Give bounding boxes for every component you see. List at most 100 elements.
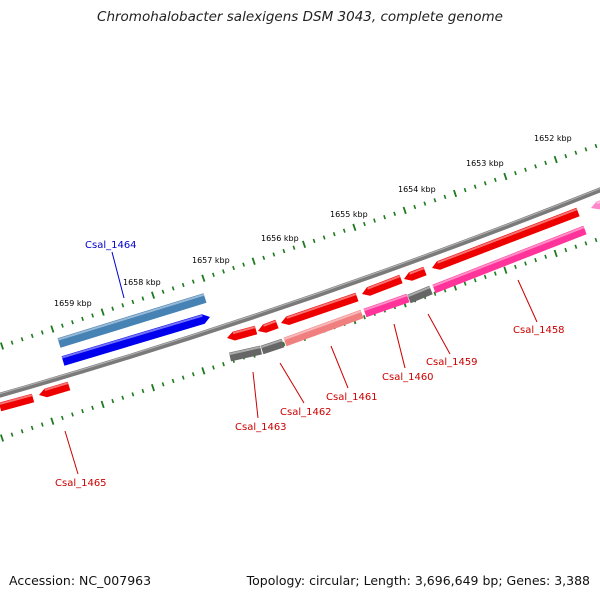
upper-tick (363, 221, 366, 227)
upper-tick (373, 218, 376, 223)
gene-label-csal-1459[interactable]: Csal_1459 (426, 357, 478, 368)
gene-label-csal-1462[interactable]: Csal_1462 (280, 407, 332, 418)
upper-tick (151, 291, 156, 299)
kbp-label-1657: 1657 kbp (192, 256, 230, 265)
gene-csal-1464-blue[interactable] (61, 314, 210, 366)
map-title: Chromohalobacter salexigens DSM 3043, co… (97, 9, 503, 25)
lower-tick (100, 400, 105, 409)
upper-tick (81, 316, 84, 322)
upper-tick (524, 167, 527, 172)
lower-tick (483, 274, 487, 280)
leader-csal-1461 (330, 345, 349, 389)
upper-tick (272, 252, 276, 257)
lower-tick (514, 264, 517, 269)
upper-tick (121, 303, 125, 308)
upper-tick (111, 306, 115, 311)
lower-tick (212, 365, 215, 370)
gene-csal-1464-steel[interactable] (57, 293, 207, 348)
upper-tick (91, 313, 95, 318)
kbp-label-1658: 1658 kbp (123, 278, 161, 287)
upper-tick (553, 155, 558, 164)
upper-tick (181, 282, 185, 288)
upper-tick (352, 223, 357, 232)
upper-tick (584, 147, 588, 152)
kbp-label-1653: 1653 kbp (466, 159, 504, 168)
gene-csal-1460-pink[interactable] (363, 293, 410, 318)
gene-csal-1465-red-b-highlight (44, 382, 69, 392)
lower-tick (161, 382, 165, 387)
upper-tick-ruler (0, 143, 598, 350)
upper-tick (433, 198, 437, 203)
lower-tick (363, 315, 366, 320)
gene-csal-1464-steel-highlight (57, 293, 205, 341)
gene-label-csal-1464[interactable]: Csal_1464 (85, 240, 137, 251)
gene-csal-1462-gray-highlight (260, 339, 283, 349)
upper-tick (473, 184, 477, 189)
gene-csal-1458-pink[interactable] (432, 225, 587, 294)
lower-tick (61, 415, 64, 421)
gene-label-csal-1460[interactable]: Csal_1460 (382, 372, 434, 383)
kbp-label-1656: 1656 kbp (261, 234, 299, 243)
lower-tick (594, 237, 598, 243)
lower-tick (201, 367, 206, 375)
upper-tick (40, 330, 44, 335)
leader-csal-1462 (279, 362, 305, 404)
gene-csal-1461-red-highlight (286, 293, 357, 319)
upper-tick (463, 187, 467, 193)
lower-tick (171, 378, 175, 384)
lower-tick (493, 271, 497, 276)
upper-tick (443, 194, 447, 199)
kbp-label-1652: 1652 kbp (534, 134, 572, 143)
upper-tick (282, 248, 286, 254)
gene-csal-1462-gray[interactable] (260, 338, 285, 355)
upper-tick (534, 164, 537, 169)
gene-csal-1459-gray-highlight (407, 286, 431, 298)
lower-tick (71, 412, 74, 417)
upper-tick (574, 150, 578, 155)
gene-edge-pink-highlight (596, 201, 600, 205)
gene-csal-1465-red-a-highlight (0, 394, 33, 405)
upper-tick (292, 245, 296, 250)
gene-label-csal-1461[interactable]: Csal_1461 (326, 392, 378, 403)
gene-csal-1461-salmon[interactable] (283, 309, 364, 347)
upper-tick (251, 257, 256, 265)
lower-tick (40, 422, 44, 427)
upper-tick (20, 337, 24, 342)
lower-tick (121, 395, 125, 400)
gene-csal-1459-gray[interactable] (407, 285, 433, 304)
gene-csal-1458-pink-highlight (432, 226, 585, 288)
upper-tick (302, 240, 307, 249)
lower-tick (524, 261, 527, 266)
lower-tick (111, 398, 115, 404)
gene-csal-1464-blue-highlight (61, 314, 203, 359)
upper-tick (332, 231, 336, 237)
upper-tick (171, 286, 175, 291)
gene-label-csal-1463[interactable]: Csal_1463 (235, 422, 287, 433)
gene-csal-1465-red-a[interactable] (0, 393, 35, 412)
gene-label-csal-1465[interactable]: Csal_1465 (55, 478, 107, 489)
gene-csal-1460-red-highlight (367, 275, 401, 290)
lower-tick (91, 405, 95, 410)
upper-tick (423, 201, 427, 206)
upper-tick (383, 215, 386, 220)
lower-tick (473, 278, 477, 283)
upper-tick (30, 333, 34, 338)
lower-tick (553, 249, 558, 258)
lower-tick (433, 291, 437, 296)
leader-csal-1463 (252, 371, 259, 419)
upper-tick (483, 181, 487, 186)
upper-tick (71, 320, 74, 325)
upper-tick (141, 296, 145, 301)
lower-tick (10, 432, 14, 437)
leader-csal-1464 (111, 251, 125, 299)
kbp-label-1659: 1659 kbp (54, 299, 92, 308)
upper-tick (342, 228, 346, 233)
lower-tick (222, 362, 225, 367)
upper-tick (222, 269, 225, 274)
gene-label-csal-1458[interactable]: Csal_1458 (513, 325, 565, 336)
genome-backbone-highlight (0, 187, 600, 395)
upper-tick (10, 340, 14, 345)
upper-tick (493, 177, 497, 183)
leader-csal-1459 (427, 313, 451, 355)
